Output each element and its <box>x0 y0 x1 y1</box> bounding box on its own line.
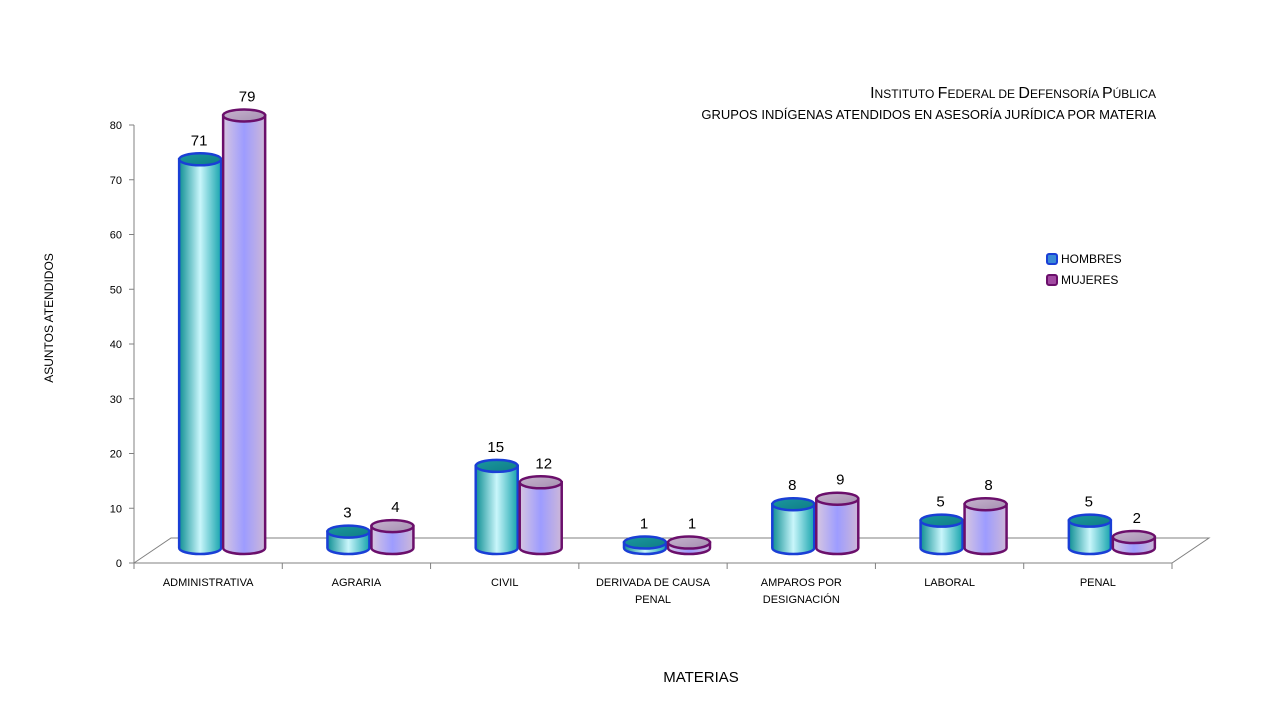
bar-body <box>963 502 1008 556</box>
bar-body <box>221 114 267 556</box>
bar-top <box>177 152 223 167</box>
bar-top <box>326 524 371 539</box>
bars: 71 79 3 4 15 12 1 1 8 9 5 8 5 2 <box>177 88 1157 556</box>
y-tick-label: 10 <box>110 503 122 515</box>
category-label: LABORAL <box>924 577 975 589</box>
data-label: 1 <box>688 516 696 533</box>
bar-hombres: 3 <box>326 505 371 556</box>
bar-hombres: 71 <box>177 132 223 556</box>
data-label: 8 <box>984 477 992 494</box>
y-tick-label: 40 <box>110 339 122 351</box>
axes <box>132 125 1211 569</box>
data-label: 12 <box>535 455 552 472</box>
floor <box>132 537 1211 564</box>
data-label: 3 <box>343 505 351 522</box>
chart-title: INSTITUTO FEDERAL DE DEFENSORÍA PÚBLICA <box>870 85 1156 102</box>
data-label: 4 <box>391 499 399 516</box>
bar-mujeres: 4 <box>370 499 415 556</box>
bar-hombres: 1 <box>622 516 668 556</box>
data-label: 1 <box>640 516 648 533</box>
bar-hombres: 15 <box>474 439 519 556</box>
bar-top <box>963 496 1008 512</box>
category-label: CIVIL <box>491 577 519 589</box>
bar-top <box>1067 513 1113 528</box>
legend: HOMBRES MUJERES <box>1046 252 1122 287</box>
y-tick-label: 0 <box>116 558 122 570</box>
bar-hombres: 5 <box>1067 494 1113 556</box>
bar-top <box>370 518 415 534</box>
y-tick-label: 20 <box>110 449 122 461</box>
legend-label: HOMBRES <box>1061 252 1122 266</box>
data-label: 71 <box>191 132 208 149</box>
bar-body <box>1067 519 1113 556</box>
data-label: 2 <box>1133 510 1141 527</box>
y-axis-ticks: 0 10 20 30 40 50 60 70 80 <box>110 120 134 570</box>
bar-top <box>771 496 816 512</box>
x-axis-title: MATERIAS <box>663 669 739 686</box>
bar-hombres: 8 <box>771 477 816 556</box>
x-axis-categories: ADMINISTRATIVA AGRARIA CIVIL DERIVADA DE CA… <box>163 577 1116 606</box>
category-label: PENAL <box>1080 577 1116 589</box>
category-label: DERIVADA DE CAUSA <box>596 577 711 589</box>
data-label: 15 <box>487 439 504 456</box>
data-label: 5 <box>936 494 944 511</box>
bar-hombres: 5 <box>919 494 964 556</box>
y-tick-label: 30 <box>110 394 122 406</box>
category-label: PENAL <box>635 594 671 606</box>
bar-body <box>518 481 563 556</box>
category-label: ADMINISTRATIVA <box>163 577 254 589</box>
bar-mujeres: 1 <box>666 516 712 556</box>
category-label: AGRARIA <box>332 577 382 589</box>
bar-top <box>474 458 519 474</box>
legend-label: MUJERES <box>1061 273 1118 287</box>
bar-body <box>919 519 964 556</box>
bar-body <box>177 158 223 556</box>
y-tick-label: 60 <box>110 230 122 242</box>
bar-mujeres: 9 <box>815 472 860 556</box>
y-tick-label: 80 <box>110 120 122 132</box>
bar-top <box>1111 529 1157 545</box>
bar-body <box>370 524 415 556</box>
bar-mujeres: 2 <box>1111 510 1157 556</box>
bar-top <box>919 513 964 528</box>
bar-top <box>666 535 712 550</box>
bar-top <box>221 108 267 123</box>
bar-body <box>771 502 816 556</box>
y-tick-label: 70 <box>110 175 122 187</box>
data-label: 79 <box>239 88 256 105</box>
bar-top <box>622 535 668 550</box>
data-label: 5 <box>1085 494 1093 511</box>
data-label: 9 <box>836 472 844 489</box>
category-label: AMPAROS POR <box>761 577 842 589</box>
bar-body <box>474 464 519 556</box>
y-tick-label: 50 <box>110 284 122 296</box>
legend-swatch-mujeres <box>1046 274 1058 286</box>
bar-body <box>815 497 860 556</box>
bar-top <box>518 475 563 490</box>
category-label: DESIGNACIÓN <box>763 593 840 606</box>
bar-mujeres: 79 <box>221 88 267 556</box>
bar-mujeres: 12 <box>518 455 563 556</box>
y-axis-title: ASUNTOS ATENDIDOS <box>42 253 56 383</box>
data-label: 8 <box>788 477 796 494</box>
chart-subtitle: GRUPOS INDÍGENAS ATENDIDOS EN ASESORÍA J… <box>701 107 1156 122</box>
bar-top <box>815 491 860 506</box>
legend-swatch-hombres <box>1046 253 1058 265</box>
bar-mujeres: 8 <box>963 477 1008 556</box>
